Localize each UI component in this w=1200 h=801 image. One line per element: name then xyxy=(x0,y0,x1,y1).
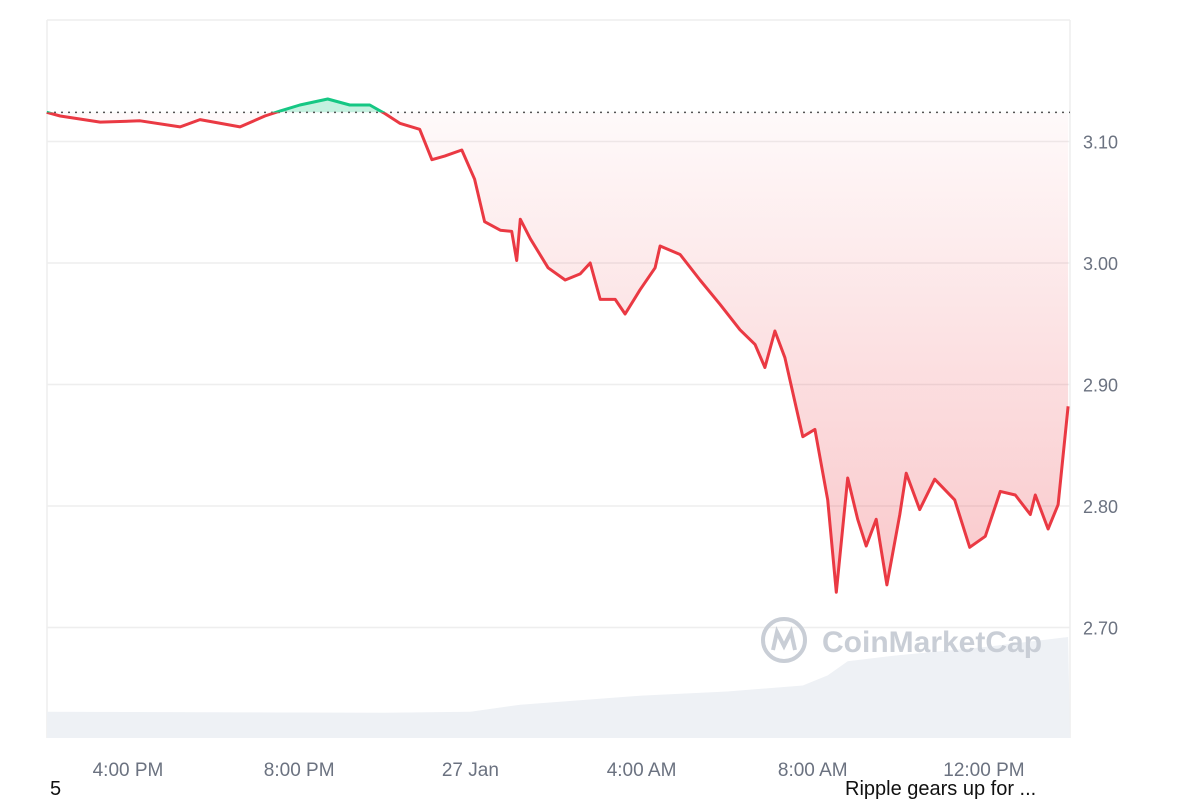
y-tick-label: 2.70 xyxy=(1083,618,1118,638)
watermark-text: CoinMarketCap xyxy=(822,626,1042,659)
y-tick-label: 2.90 xyxy=(1083,375,1118,395)
news-headline-link[interactable]: Ripple gears up for ... xyxy=(845,778,1036,801)
y-tick-label: 3.10 xyxy=(1083,132,1118,152)
watermark: CoinMarketCap xyxy=(763,619,1042,661)
x-tick-label: 8:00 AM xyxy=(778,760,848,781)
x-tick-label: 27 Jan xyxy=(442,760,499,781)
y-tick-label: 3.00 xyxy=(1083,254,1118,274)
x-tick-label: 4:00 AM xyxy=(607,760,677,781)
down-area-fill xyxy=(47,99,1068,592)
y-tick-label: 2.80 xyxy=(1083,497,1118,517)
caption-left: 5 xyxy=(50,778,61,801)
coinmarketcap-logo-icon xyxy=(763,619,805,661)
x-tick-label: 4:00 PM xyxy=(93,760,164,781)
x-tick-label: 8:00 PM xyxy=(264,760,335,781)
